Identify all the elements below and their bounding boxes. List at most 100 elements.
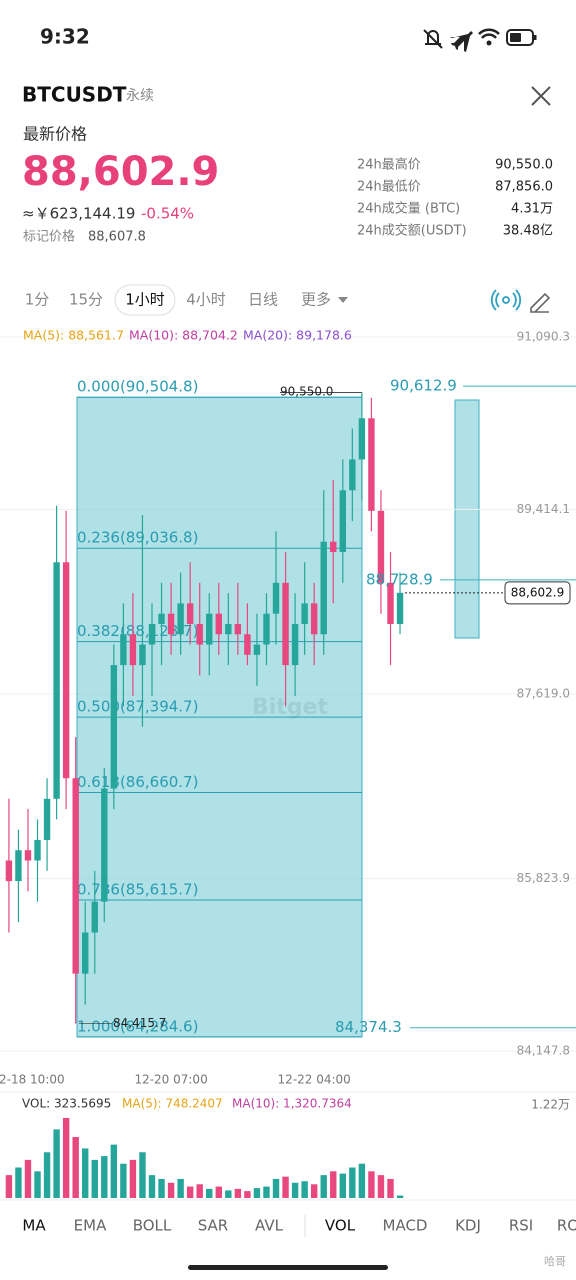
candle-body [387, 582, 394, 624]
volume-bar [330, 1171, 337, 1198]
last-label: 最新价格 [23, 125, 87, 144]
candle-body [310, 603, 318, 635]
y-tick-label: 91,090.3 [517, 330, 570, 344]
more-arrow[interactable] [338, 297, 348, 303]
stat-value: 90,550.0 [495, 158, 553, 173]
x-tick-label: 12-22 04:00 [278, 1073, 351, 1087]
price-line-label: 88,728.9 [366, 570, 433, 588]
volume-bar [53, 1129, 60, 1198]
indicator-tab[interactable]: MA [22, 1217, 46, 1235]
volume-bar [225, 1190, 232, 1198]
candle-body [377, 510, 385, 583]
price-line-label: 90,612.9 [390, 377, 457, 395]
volume-bar [91, 1159, 98, 1198]
candle-body [186, 603, 194, 624]
candle-body [206, 613, 213, 645]
chart-tools[interactable] [490, 289, 522, 311]
candle-body [301, 603, 308, 624]
volume-bar [310, 1184, 318, 1198]
interval-tab[interactable]: 日线 [248, 291, 278, 309]
watermark-text: 哈哥 [544, 1255, 566, 1268]
projection-box [454, 399, 480, 639]
price-line-label: 84,374.3 [335, 1018, 402, 1036]
interval-tab[interactable]: 4小时 [186, 291, 226, 309]
volume-bar [291, 1182, 299, 1198]
volume-bar [320, 1175, 327, 1198]
stat-label: 24h最低价 [357, 180, 421, 195]
candle-body [368, 418, 375, 511]
volume-bar [387, 1178, 394, 1198]
candle-body [234, 623, 242, 635]
change: -0.54% [141, 205, 194, 223]
candle-body [177, 603, 184, 635]
volume-bar [186, 1186, 194, 1198]
candle-body [167, 613, 175, 635]
volume-bar [263, 1186, 270, 1198]
candle-body [196, 623, 203, 645]
candle-body [272, 582, 280, 614]
indicator-tab[interactable]: VOL [325, 1217, 356, 1235]
candle-body [320, 541, 327, 635]
cny-price: ≈￥623,144.19 [22, 205, 135, 223]
candle-body [282, 582, 289, 666]
volume-bar [301, 1181, 308, 1198]
close-button[interactable] [531, 86, 551, 106]
indicator-tab[interactable]: MACD [383, 1217, 428, 1235]
indicator-tab[interactable]: SAR [198, 1217, 228, 1235]
indicator-tab[interactable]: BOLL [133, 1217, 172, 1235]
indicator-tab[interactable]: KDJ [455, 1217, 481, 1235]
volume-bar [129, 1159, 137, 1198]
last-price: 88,602.9 [22, 149, 219, 195]
candle-body [15, 850, 22, 882]
indicator-tab[interactable]: RSI [509, 1217, 533, 1235]
volume-bar [339, 1173, 346, 1198]
volume-bar [234, 1188, 242, 1198]
candle-body [110, 665, 118, 789]
status-icons [423, 28, 537, 52]
indicator-tab[interactable]: RO [557, 1217, 576, 1235]
volume-bar [120, 1163, 127, 1198]
candle-body [82, 932, 89, 974]
volume-bar [148, 1175, 156, 1198]
indicator-tab[interactable]: EMA [74, 1217, 107, 1235]
ma-legend: MA(20): 89,178.6 [243, 328, 352, 343]
ma-legend: MA(10): 88,704.2 [129, 328, 238, 343]
clock: 9:32 [40, 25, 90, 49]
volume-bar [139, 1152, 146, 1198]
candle-body [291, 623, 299, 666]
volume-bar [34, 1171, 41, 1198]
active-interval[interactable] [114, 284, 176, 316]
interval-tab[interactable]: 更多 [301, 291, 331, 309]
candle-body [24, 850, 32, 861]
stat-value: 87,856.0 [495, 180, 553, 195]
volume-bar [101, 1156, 108, 1198]
indicator-tab[interactable]: AVL [255, 1217, 284, 1235]
volume-bar [15, 1167, 22, 1198]
interval-tab[interactable]: 1分 [25, 291, 50, 309]
stat-value: 4.31万 [511, 202, 553, 217]
candle-body [225, 623, 232, 635]
candle-body [215, 613, 222, 635]
candle-body [253, 644, 261, 655]
y-tick-label: 84,147.8 [517, 1044, 570, 1058]
last-price-label: 88,602.9 [511, 585, 564, 599]
draw-tool[interactable] [530, 292, 551, 313]
candle-body [62, 562, 70, 779]
symbol: BTCUSDT [22, 83, 127, 107]
candle-body [396, 592, 404, 624]
candle-body [263, 613, 270, 645]
volume-bar [368, 1171, 375, 1198]
candle-body [91, 901, 98, 933]
candle-body [139, 644, 146, 666]
interval-tab[interactable]: 1小时 [125, 291, 165, 309]
candle-body [43, 798, 51, 840]
volume-tick-label: 1.22万 [531, 1098, 570, 1112]
stat-label: 24h最高价 [357, 157, 421, 173]
mark-price: 88,607.8 [88, 230, 146, 245]
interval-tab[interactable]: 15分 [69, 291, 103, 309]
fib-label: 0.236(89,036.8) [77, 529, 198, 547]
volume-bar [158, 1178, 165, 1198]
volume-bar [377, 1175, 385, 1198]
candle-body [330, 541, 337, 552]
